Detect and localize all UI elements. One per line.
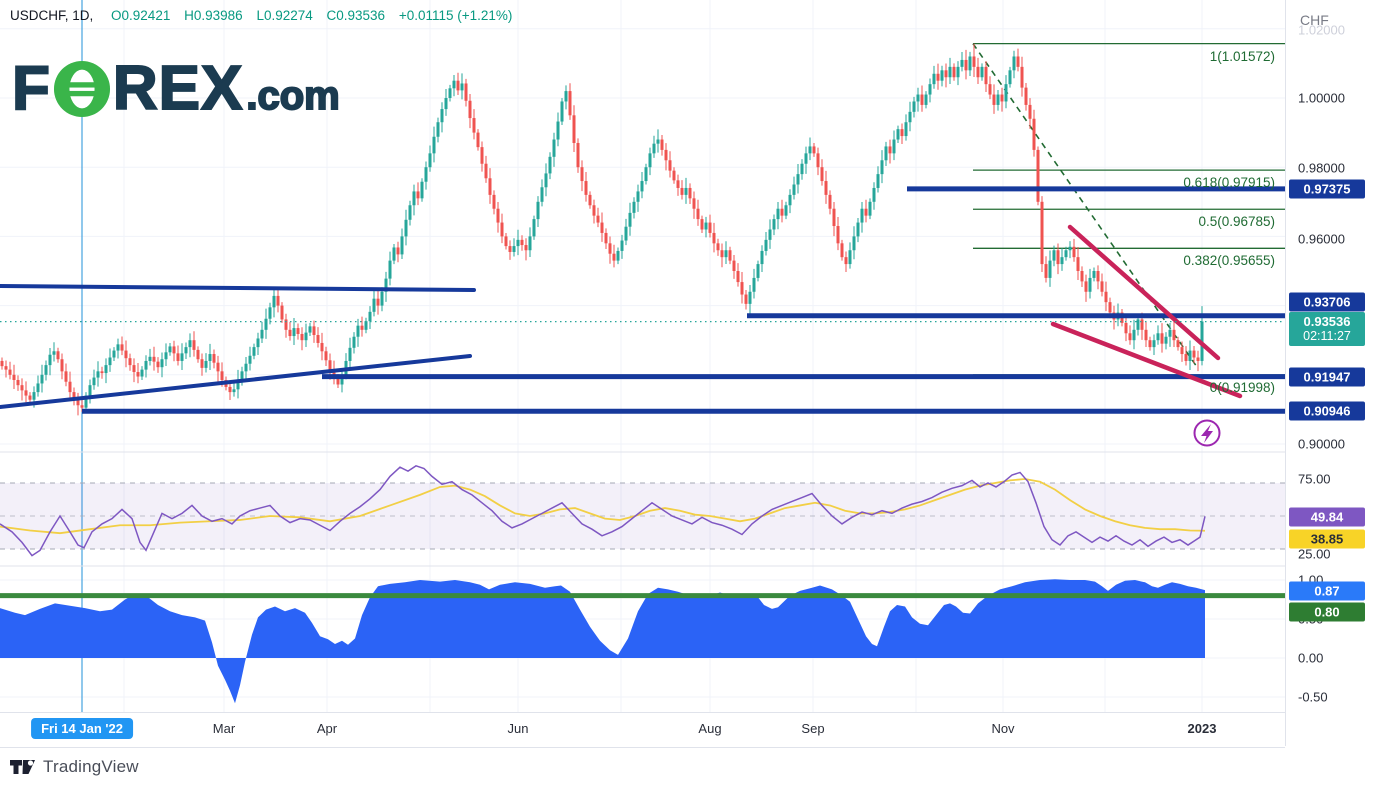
time-label-nov: Nov (991, 721, 1015, 736)
price-tick: 0.96000 (1298, 231, 1345, 247)
lightning-marker-icon[interactable] (1193, 419, 1221, 447)
time-label-2023: 2023 (1187, 721, 1217, 736)
correlation-value-badge: 0.80 (1289, 602, 1365, 622)
price-tick: 1.02000 (1298, 22, 1345, 38)
currency-label: CHF (1300, 12, 1329, 28)
high-value: H0.93986 (184, 8, 243, 23)
fib-level-label[interactable]: 0(0.91998) (1209, 379, 1275, 395)
bar-countdown: 02:11:27 (1303, 329, 1351, 343)
correlation-value-badge: 0.87 (1289, 581, 1365, 601)
crosshair-date-badge: Fri 14 Jan '22 (31, 718, 133, 739)
rsi-tick: 25.00 (1298, 546, 1331, 562)
time-label-mar: Mar (212, 721, 236, 736)
price-tick: 1.00000 (1298, 90, 1345, 106)
fib-level-label[interactable]: 1(1.01572) (1209, 48, 1275, 64)
time-label-aug: Aug (698, 721, 722, 736)
tradingview-attribution[interactable]: TradingView (10, 757, 139, 777)
level-price-badge: 0.93706 (1289, 292, 1365, 312)
level-price-badge: 0.90946 (1289, 401, 1365, 421)
rsi-tick: 75.00 (1298, 471, 1331, 487)
close-value: C0.93536 (326, 8, 386, 23)
open-value: O0.92421 (111, 8, 171, 23)
correlation-tick: -0.50 (1298, 689, 1328, 705)
change-value: +0.01115 (+1.21%) (398, 8, 513, 23)
rsi-value-badge: 38.85 (1289, 529, 1365, 549)
chart-legend: USDCHF, 1D, O0.92421 H0.93986 L0.92274 C… (10, 8, 522, 23)
current-price-value: 0.93536 (1303, 314, 1351, 329)
ohlc-values: O0.92421 H0.93986 L0.92274 C0.93536 +0.0… (111, 8, 522, 23)
price-tick: 0.90000 (1298, 436, 1345, 452)
time-label-sep: Sep (801, 721, 825, 736)
current-price-badge: 0.93536 02:11:27 (1289, 312, 1365, 346)
price-axis[interactable]: CHF 1.02000 1.00000 0.98000 0.96000 0.90000 7… (1285, 0, 1383, 746)
price-chart-canvas[interactable] (0, 0, 1285, 746)
low-value: L0.92274 (256, 8, 313, 23)
tradingview-icon (10, 760, 35, 774)
correlation-tick: 0.00 (1298, 650, 1324, 666)
time-axis[interactable]: Mar Apr Jun Aug Sep Nov 2023 Fri 14 Jan '22 (0, 712, 1285, 748)
time-label-jun: Jun (507, 721, 529, 736)
fib-level-label[interactable]: 0.5(0.96785) (1198, 214, 1275, 230)
rsi-value-badge: 49.84 (1289, 507, 1365, 527)
fib-level-label[interactable]: 0.618(0.97915) (1183, 175, 1275, 191)
fib-level-label[interactable]: 0.382(0.95655) (1183, 253, 1275, 269)
level-price-badge: 0.97375 (1289, 179, 1365, 199)
symbol-title[interactable]: USDCHF, 1D, (10, 8, 94, 23)
price-tick: 0.98000 (1298, 160, 1345, 176)
time-label-apr: Apr (316, 721, 338, 736)
tradingview-label: TradingView (43, 757, 139, 776)
level-price-badge: 0.91947 (1289, 367, 1365, 387)
